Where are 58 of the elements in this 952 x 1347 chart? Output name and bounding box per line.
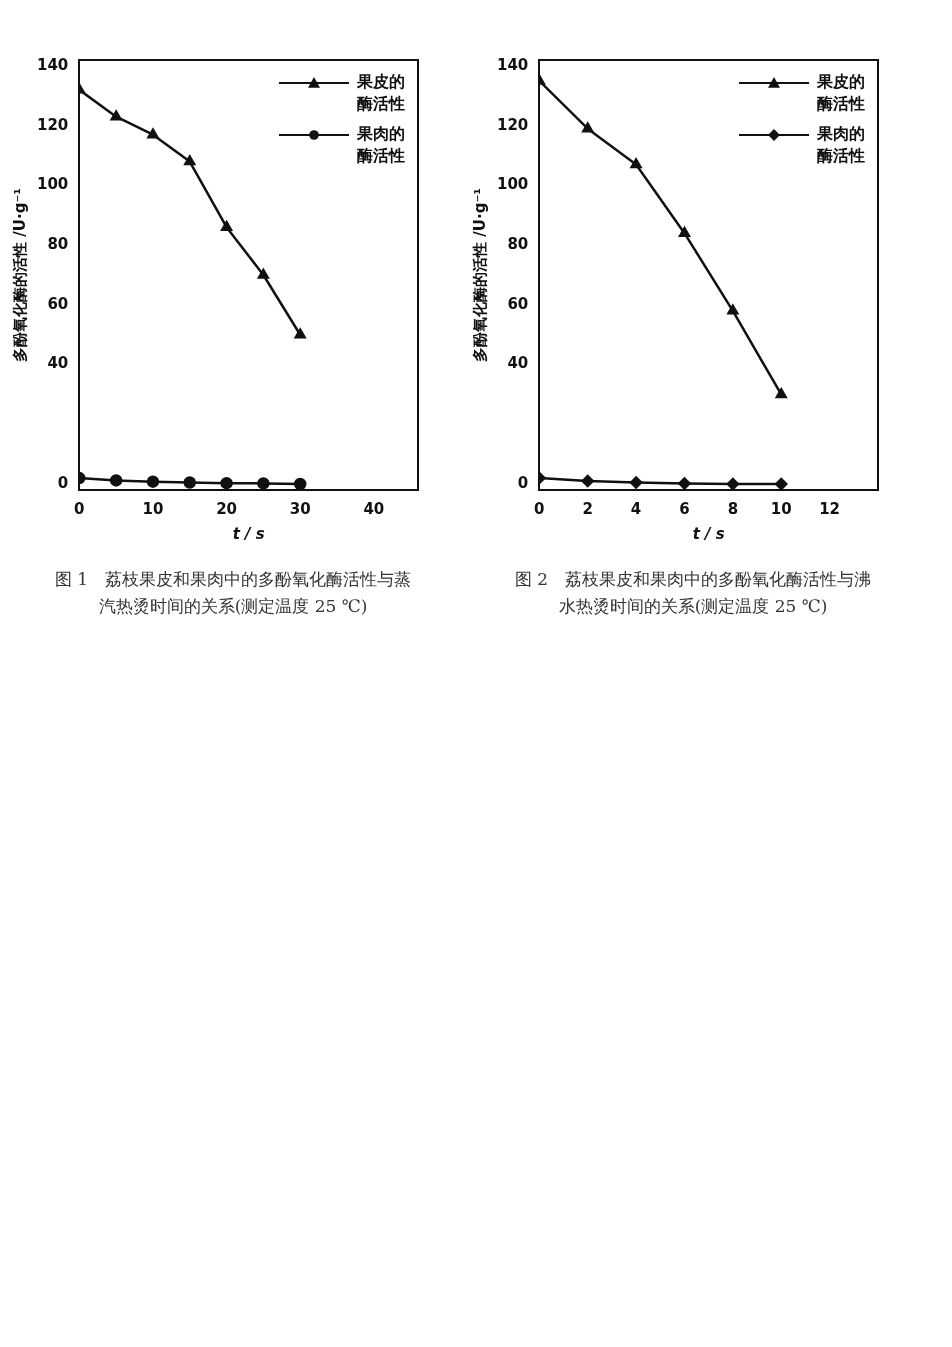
x-tick-label: 12 (819, 499, 841, 518)
point (582, 122, 594, 133)
x-tick-label: 10 (770, 499, 792, 518)
point (220, 220, 233, 231)
y-tick-label: 60 (507, 294, 529, 313)
x-tick-label: 8 (727, 499, 739, 518)
point (678, 226, 691, 237)
point (220, 476, 233, 490)
y-tick-label: 120 (497, 115, 529, 134)
point (183, 476, 196, 489)
point (293, 477, 307, 490)
legend-label: 果肉的酶活性 (356, 124, 405, 166)
x-axis-title: t / s (692, 524, 725, 543)
point (774, 477, 788, 490)
point (109, 474, 123, 487)
point (581, 474, 594, 488)
legend-label: 果皮的酶活性 (816, 72, 865, 114)
point (726, 477, 740, 490)
x-tick-label: 10 (142, 499, 164, 518)
x-tick-label: 40 (363, 499, 385, 518)
point (146, 475, 160, 488)
y-tick-label: 80 (507, 235, 529, 254)
x-tick-label: 30 (289, 499, 311, 518)
y-tick-label: 140 (497, 55, 529, 74)
y-tick-label: 40 (47, 354, 69, 373)
x-tick-label: 0 (74, 499, 85, 518)
y-tick-label: 140 (37, 55, 69, 74)
y-tick-label: 0 (517, 473, 529, 492)
y-tick-label: 60 (47, 294, 69, 313)
y-tick-label: 80 (47, 235, 69, 254)
point (775, 388, 787, 399)
point (630, 158, 642, 169)
legend-label: 果肉的酶活性 (816, 124, 865, 166)
y-axis-title: 多酚氧化酶的活性 /U·g⁻¹ (10, 188, 29, 362)
point (257, 268, 269, 279)
point (727, 304, 739, 315)
x-tick-label: 2 (582, 499, 593, 518)
y-axis-title: 多酚氧化酶的活性 /U·g⁻¹ (470, 188, 489, 362)
y-tick-label: 100 (37, 175, 69, 194)
y-tick-label: 100 (497, 175, 529, 194)
x-tick-label: 6 (679, 499, 690, 518)
legend-label: 果皮的酶活性 (356, 72, 405, 114)
x-axis-title: t / s (232, 524, 265, 543)
caption: 图 2 荔枝果皮和果肉中的多酚氧化酶活性与沸水热烫时间的关系(测定温度 25 ℃) (513, 568, 873, 619)
point (184, 155, 196, 166)
y-tick-label: 0 (57, 473, 69, 492)
y-tick-label: 120 (37, 115, 69, 134)
point (629, 476, 643, 489)
point (294, 328, 306, 339)
y-tick-label: 40 (507, 354, 529, 373)
x-tick-label: 0 (534, 499, 545, 518)
point (147, 128, 159, 139)
point (110, 110, 122, 121)
x-tick-label: 4 (630, 499, 642, 518)
point (257, 477, 270, 490)
point (678, 477, 691, 490)
x-tick-label: 20 (216, 499, 237, 518)
caption: 图 1 荔枝果皮和果肉中的多酚氧化酶活性与蒸汽热烫时间的关系(测定温度 25 ℃) (53, 568, 413, 619)
